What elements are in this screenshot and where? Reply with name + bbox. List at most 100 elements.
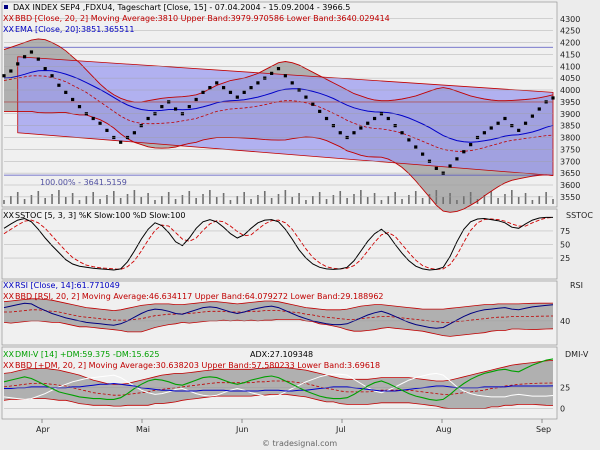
price-point: [16, 62, 20, 66]
bbd-legend: BBD [Close, 20, 2] Moving Average:3810 U…: [15, 14, 390, 23]
volume-bar: [243, 192, 245, 204]
adx-label: ADX:27.109348: [250, 350, 313, 359]
price-point: [551, 96, 555, 100]
dmi-title: DMI-V [14] +DM:59.375 -DM:15.625: [15, 350, 159, 359]
price-point: [530, 114, 535, 118]
volume-bar: [37, 191, 40, 204]
price-tick-3800: 3800: [560, 134, 580, 143]
volume-bar: [524, 193, 527, 204]
price-point: [256, 81, 260, 85]
volume-bar: [16, 192, 19, 204]
volume-bar: [414, 191, 417, 204]
volume-bar: [188, 191, 191, 204]
price-point: [173, 107, 178, 111]
month-label-Jul: Jul: [335, 425, 346, 434]
price-point: [22, 55, 27, 59]
volume-bar: [339, 191, 342, 204]
price-point: [455, 157, 459, 161]
volume-bar: [161, 196, 163, 204]
dmi-tick-25: 25: [560, 384, 570, 393]
volume-bar: [147, 193, 149, 204]
volume-bar: [195, 198, 197, 204]
volume-bar: [538, 196, 541, 204]
volume-bar: [250, 199, 252, 204]
price-point: [57, 83, 61, 87]
price-tick-3700: 3700: [560, 157, 580, 166]
sstoc-tick-25: 25: [560, 254, 570, 263]
volume-bar: [23, 199, 26, 204]
volume-bar: [64, 197, 67, 204]
volume-bar: [291, 197, 294, 204]
price-point: [537, 107, 541, 111]
ema-legend-marker: XX: [3, 25, 14, 34]
month-label-Sep: Sep: [536, 425, 551, 434]
price-point: [311, 102, 315, 106]
volume-bar: [3, 200, 5, 204]
rsi-tick-40: 40: [560, 317, 570, 326]
price-tick-3750: 3750: [560, 145, 580, 154]
lower-band-line: [4, 110, 554, 213]
dmi-upper-band: [3, 360, 554, 385]
sstoc-tick-50: 50: [560, 241, 570, 250]
volume-bar: [394, 192, 396, 204]
sstoc-k-line: [3, 216, 553, 271]
price-point: [496, 121, 500, 125]
price-point: [517, 128, 521, 132]
price-point: [338, 131, 342, 135]
price-point: [352, 131, 356, 135]
volume-bar: [373, 193, 376, 204]
volume-bar: [531, 200, 534, 204]
volume-bar: [126, 194, 129, 204]
volume-bar: [408, 195, 410, 204]
sstoc-title: SSTOC [5, 3, 3] %K Slow:100 %D Slow:100: [15, 211, 185, 220]
price-point: [407, 138, 411, 142]
rsi-moving-average: [4, 309, 554, 323]
price-point: [194, 97, 198, 102]
price-point: [64, 90, 68, 94]
dmi-plot: [3, 358, 554, 410]
price-point: [414, 145, 418, 149]
volume-bar: [353, 194, 355, 204]
volume-bar: [229, 200, 232, 204]
volume-bar: [277, 194, 280, 204]
volume-bar: [305, 200, 307, 204]
price-tick-4300: 4300: [560, 15, 580, 24]
volume-bar: [119, 198, 122, 204]
price-tick-3900: 3900: [560, 110, 580, 119]
volume-bar: [545, 192, 547, 204]
volume-bar: [106, 195, 108, 204]
price-point: [386, 116, 390, 121]
dmi-legend: XX DMI-V [14] +DM:59.375 -DM:15.625 ADX:…: [3, 350, 589, 370]
rsi-title: RSI [Close, 14]:61.771049: [15, 281, 120, 290]
volume-bar: [552, 199, 554, 204]
volume-bar: [387, 196, 390, 204]
price-point: [50, 74, 54, 78]
dmi-tick-0: 0: [560, 405, 565, 414]
price-point: [469, 143, 473, 147]
month-label-Apr: Apr: [36, 425, 51, 434]
volume-bar: [10, 196, 12, 204]
price-point: [98, 121, 102, 125]
volume-bar: [346, 198, 348, 204]
price-point: [235, 95, 239, 99]
volume-bar: [456, 200, 458, 204]
price-point: [400, 131, 404, 135]
price-point: [105, 128, 109, 132]
volume-bar: [99, 199, 101, 204]
dmi-moving-average: [3, 380, 554, 396]
price-point: [462, 150, 466, 154]
volume-bar: [421, 198, 424, 204]
volume-bar: [428, 194, 431, 204]
price-tick-3650: 3650: [560, 169, 580, 178]
sstoc-legend-marker: XX: [3, 211, 14, 220]
plus-dm-line: [3, 358, 554, 401]
price-point: [372, 116, 377, 121]
price-point: [242, 90, 246, 94]
ema-legend: EMA [Close, 20]:3851.365511: [15, 25, 134, 34]
price-point: [523, 121, 528, 125]
volume-bar: [181, 195, 184, 204]
sstoc-tick-75: 75: [560, 227, 570, 236]
price-point: [249, 86, 253, 90]
volume-bar: [92, 192, 95, 204]
price-point: [146, 116, 150, 121]
